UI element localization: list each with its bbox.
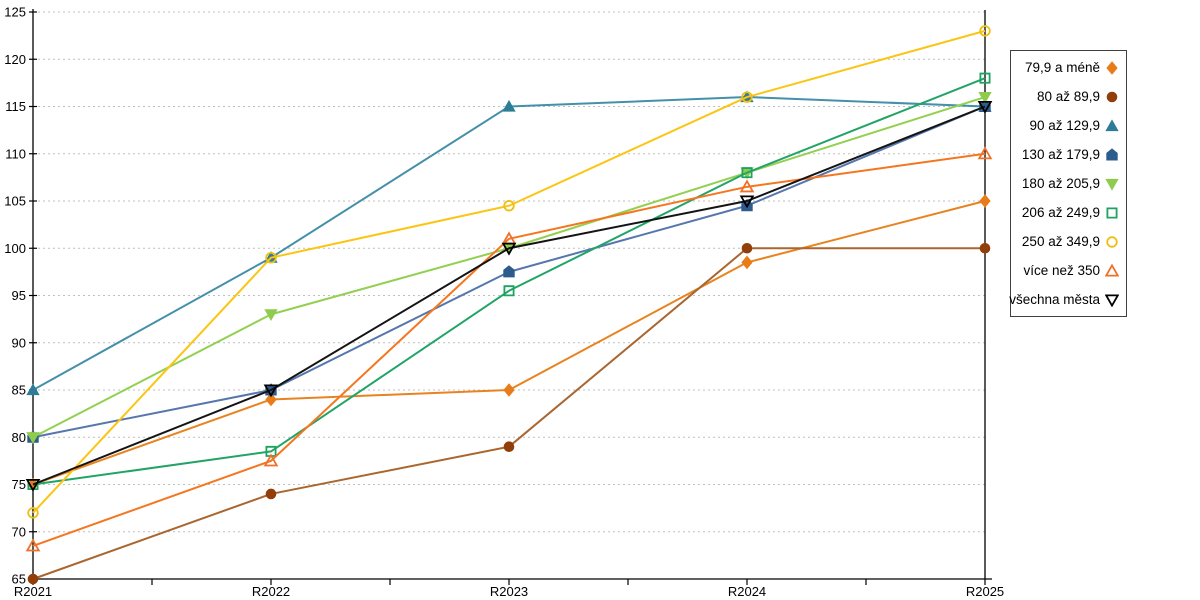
legend-label: 206 až 249,9 [1021, 205, 1100, 220]
data-point-triangle-down-icon [1105, 294, 1119, 307]
data-point-triangle-down-icon [739, 195, 755, 209]
chart-legend: 79,9 a méně 80 až 89,9 90 až 129,9 130 až 1… [1009, 50, 1127, 317]
legend-label: 90 až 129,9 [1029, 118, 1100, 133]
data-point-circle-icon [265, 488, 277, 500]
legend-label: 80 až 89,9 [1036, 89, 1100, 104]
data-point-triangle-up-icon [1105, 118, 1119, 131]
data-point-triangle-down-icon [25, 478, 41, 492]
legend-label: 130 až 179,9 [1021, 147, 1100, 162]
data-point-circle-icon [1106, 235, 1118, 248]
data-point-triangle-down-icon [26, 432, 40, 444]
legend-label: 79,9 a méně [1024, 60, 1100, 75]
legend-item[interactable]: 206 až 249,9 [1011, 205, 1126, 220]
data-point-triangle-up-icon [502, 99, 516, 112]
series-7 [25, 146, 993, 552]
legend-item[interactable]: 130 až 179,9 [1011, 147, 1126, 162]
data-point-triangle-up-icon [25, 538, 41, 552]
y-tick-label: 90 [12, 335, 26, 350]
data-point-diamond-icon [979, 194, 991, 208]
series-line [32, 247, 985, 580]
data-point-diamond-icon [265, 392, 277, 407]
y-tick-label: 95 [12, 288, 26, 303]
y-tick-label: 115 [5, 99, 26, 114]
legend-marker-circle-hollow-icon [1106, 235, 1118, 248]
data-point-triangle-down-icon [977, 101, 993, 114]
data-point-square-icon [979, 72, 991, 84]
legend-item[interactable]: 90 až 129,9 [1011, 118, 1126, 133]
legend-marker-triangle-up-hollow-icon [1105, 263, 1119, 277]
data-point-diamond-icon [1106, 60, 1118, 75]
legend-item[interactable]: všechna města [1009, 292, 1126, 307]
data-point-circle-icon [741, 242, 753, 254]
legend-marker-triangle-up-icon [1105, 118, 1119, 131]
y-tick-label: 80 [12, 430, 26, 445]
series-8 [25, 101, 993, 492]
series-line [32, 29, 986, 514]
y-tick-label: 105 [4, 194, 26, 209]
y-tick-label: 70 [12, 524, 26, 539]
data-point-circle-icon [503, 441, 515, 453]
data-point-triangle-up-icon [26, 383, 40, 396]
series-6 [27, 25, 991, 519]
x-tick-label: R2022 [252, 584, 290, 599]
data-point-triangle-down-icon [978, 91, 992, 104]
legend-item[interactable]: 250 až 349,9 [1011, 234, 1126, 249]
legend-marker-triangle-down-icon [1105, 178, 1119, 191]
y-tick-label: 65 [12, 572, 26, 587]
legend-item[interactable]: více než 350 [1011, 263, 1126, 278]
legend-marker-diamond-icon [1106, 60, 1118, 75]
x-tick-label: R2025 [966, 584, 1004, 599]
data-point-circle-icon [1106, 91, 1118, 102]
series-5 [27, 72, 991, 491]
legend-label: 180 až 205,9 [1021, 176, 1100, 191]
legend-marker-square-hollow-icon [1106, 207, 1118, 219]
data-point-pentagon-icon [1106, 147, 1118, 160]
data-point-triangle-up-icon [977, 146, 993, 160]
data-point-diamond-icon [741, 255, 753, 270]
legend-marker-triangle-down-hollow-icon [1105, 294, 1119, 307]
data-point-triangle-down-icon [263, 384, 279, 398]
data-point-square-icon [741, 167, 753, 179]
data-point-circle-icon [741, 91, 753, 103]
data-point-triangle-up-icon [263, 453, 279, 467]
data-point-circle-icon [979, 242, 991, 254]
x-tick-label: R2023 [490, 584, 528, 599]
data-point-triangle-up-icon [1105, 263, 1119, 277]
x-tick-label: R2021 [14, 584, 52, 599]
x-tick-label: R2024 [728, 584, 766, 599]
legend-item[interactable]: 79,9 a méně [1011, 60, 1126, 75]
data-point-square-icon [1106, 207, 1118, 219]
data-point-circle-icon [27, 573, 39, 585]
data-point-triangle-down-icon [501, 242, 517, 256]
legend-label: více než 350 [1023, 263, 1100, 278]
y-tick-label: 85 [12, 383, 26, 398]
legend-item[interactable]: 180 až 205,9 [1011, 176, 1126, 191]
data-point-triangle-down-icon [1105, 178, 1119, 191]
y-tick-label: 125 [4, 5, 26, 20]
y-tick-label: 110 [5, 146, 26, 161]
data-point-triangle-down-icon [264, 309, 278, 322]
legend-marker-pentagon-icon [1106, 147, 1118, 160]
data-point-circle-icon [503, 200, 515, 212]
data-point-circle-icon [27, 507, 39, 519]
data-point-pentagon-icon [503, 265, 515, 278]
legend-label: všechna města [1009, 292, 1100, 307]
legend-marker-circle-icon [1106, 91, 1118, 102]
data-point-square-icon [503, 285, 515, 297]
data-point-circle-icon [979, 25, 991, 37]
y-tick-label: 120 [4, 52, 26, 67]
data-point-triangle-up-icon [739, 179, 755, 193]
y-tick-label: 100 [4, 241, 26, 256]
data-point-circle-icon [265, 252, 277, 264]
series-1 [27, 242, 991, 585]
data-point-diamond-icon [503, 383, 515, 397]
legend-label: 250 až 349,9 [1021, 234, 1100, 249]
legend-item[interactable]: 80 až 89,9 [1011, 89, 1126, 104]
series-line [32, 105, 986, 486]
series-line [32, 77, 986, 486]
series-line [32, 152, 986, 547]
y-tick-label: 75 [12, 477, 26, 492]
